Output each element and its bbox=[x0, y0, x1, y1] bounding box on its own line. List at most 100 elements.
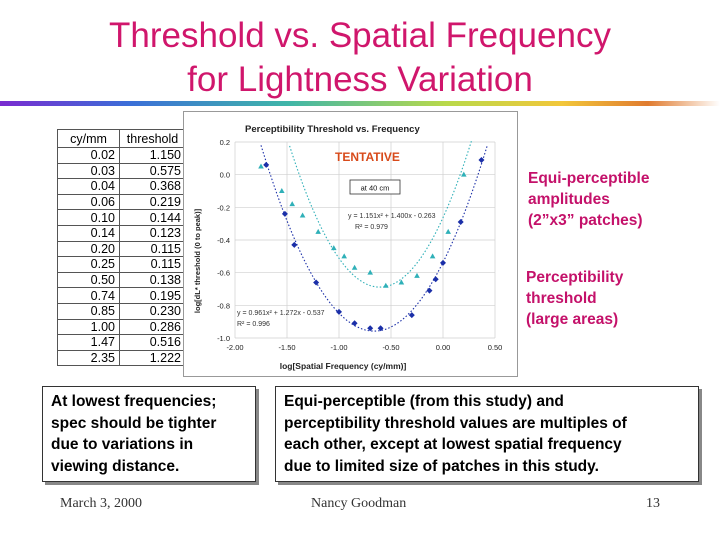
x-tick-label: 0.00 bbox=[436, 343, 451, 352]
chart-title: Perceptibility Threshold vs. Frequency bbox=[245, 124, 420, 135]
cell-frequency: 0.50 bbox=[57, 271, 120, 289]
right-callout-line3: each other, except at lowest spatial fre… bbox=[284, 436, 622, 453]
cell-frequency: 0.25 bbox=[57, 256, 120, 273]
table-body: 0.02 1.150 0.03 0.575 0.04 0.368 0.06 0.219 0.10… bbox=[57, 147, 186, 367]
y-tick-label: 0.0 bbox=[220, 171, 230, 180]
perceptibility-note-line1: Perceptibility bbox=[526, 269, 624, 286]
cell-frequency: 1.00 bbox=[57, 318, 120, 336]
equi-note-line3: (2”x3” patches) bbox=[528, 212, 643, 229]
perceptibility-note-line2: threshold bbox=[526, 290, 597, 307]
y-tick-label: 0.2 bbox=[220, 138, 230, 147]
equi-point bbox=[258, 163, 264, 169]
equi-point bbox=[331, 245, 337, 251]
footer-date: March 3, 2000 bbox=[60, 496, 143, 511]
cell-threshold: 0.368 bbox=[119, 178, 186, 195]
y-tick-label: -0.8 bbox=[217, 301, 230, 310]
table-row: 0.02 1.150 bbox=[57, 147, 186, 164]
threshold-point bbox=[313, 279, 320, 286]
table-row: 0.25 0.115 bbox=[57, 256, 186, 273]
cell-threshold: 1.222 bbox=[119, 349, 186, 367]
cell-frequency: 0.02 bbox=[57, 147, 120, 164]
table-row: 0.06 0.219 bbox=[57, 193, 186, 211]
fit-threshold-curve bbox=[260, 145, 488, 332]
table-row: 0.20 0.115 bbox=[57, 240, 186, 258]
threshold-point bbox=[291, 241, 298, 248]
equi-point bbox=[414, 272, 420, 278]
threshold-point bbox=[336, 308, 342, 315]
equi-point bbox=[461, 171, 467, 177]
cell-threshold: 0.575 bbox=[119, 162, 186, 180]
equi-note-line1: Equi-perceptible bbox=[528, 170, 650, 187]
threshold-table: cy/mm threshold 0.02 1.150 0.03 0.575 0.04 0.… bbox=[57, 129, 186, 367]
cell-threshold: 0.144 bbox=[119, 209, 186, 226]
chart-frame bbox=[183, 111, 518, 377]
distance-box bbox=[349, 179, 401, 195]
title-line-1: Threshold vs. Spatial Frequency bbox=[109, 16, 611, 55]
threshold-chart: 0.2 0.0 -0.2 -0.4 -0.6 -0.8 -1.0-2.00 -1.50 -1.0… bbox=[183, 111, 518, 377]
cell-frequency: 1.47 bbox=[57, 334, 120, 351]
equi-note-line2: amplitudes bbox=[528, 191, 610, 208]
cell-threshold: 0.123 bbox=[119, 224, 186, 242]
equi-point bbox=[341, 253, 347, 259]
equi-point bbox=[351, 264, 358, 270]
cell-threshold: 0.219 bbox=[119, 193, 186, 211]
lowest-frequency-callout: At lowest frequencies; spec should be ti… bbox=[42, 386, 256, 482]
x-tick-label: -0.50 bbox=[382, 343, 399, 352]
table-row: 0.10 0.144 bbox=[57, 209, 186, 226]
perceptibility-note-line3: (large areas) bbox=[526, 311, 619, 328]
fit-equi-curve bbox=[289, 140, 473, 288]
threshold-point bbox=[377, 325, 384, 332]
cell-frequency: 0.85 bbox=[57, 302, 120, 320]
equi-point bbox=[445, 228, 451, 234]
header-threshold: threshold bbox=[119, 129, 186, 148]
slide-title: Threshold vs. Spatial Frequency for Ligh… bbox=[0, 14, 720, 102]
cell-frequency: 0.20 bbox=[57, 240, 120, 258]
x-axis-label: log[Spatial Frequency (cy/mm)] bbox=[280, 361, 407, 371]
equi-point bbox=[289, 201, 295, 207]
left-callout-line4: viewing distance. bbox=[51, 457, 180, 475]
threshold-r2: R² = 0.996 bbox=[237, 321, 270, 328]
x-tick-label: -1.00 bbox=[330, 343, 347, 352]
x-tick-label: 0.50 bbox=[488, 343, 503, 352]
threshold-point bbox=[408, 312, 415, 319]
chart-marks bbox=[258, 140, 488, 332]
y-axis-label: log[dL* threshold (0 to peak)] bbox=[193, 208, 202, 313]
right-callout-line4: due to limited size of patches in this s… bbox=[284, 457, 599, 475]
threshold-point bbox=[426, 287, 433, 294]
table-row: 0.03 0.575 bbox=[57, 162, 186, 180]
right-callout-line1: Equi-perceptible (from this study) and bbox=[284, 393, 564, 410]
equi-point bbox=[383, 282, 389, 288]
table-row: 0.74 0.195 bbox=[57, 287, 186, 304]
cell-frequency: 2.35 bbox=[57, 349, 120, 367]
y-tick-label: -1.0 bbox=[217, 334, 230, 343]
cell-frequency: 0.14 bbox=[57, 224, 120, 242]
equi-equation: y = 1.151x² + 1.400x - 0.263 bbox=[348, 213, 436, 220]
equi-point bbox=[398, 279, 405, 285]
left-callout-line3: due to variations in bbox=[51, 436, 194, 453]
title-line-2: for Lightness Variation bbox=[187, 60, 533, 99]
threshold-point bbox=[432, 276, 439, 283]
threshold-point bbox=[281, 210, 288, 217]
cell-frequency: 0.10 bbox=[57, 209, 120, 226]
threshold-point bbox=[263, 161, 270, 168]
right-callout-line2: perceptibility threshold values are mult… bbox=[284, 414, 627, 432]
equi-point bbox=[279, 188, 285, 193]
cell-threshold: 0.286 bbox=[119, 318, 186, 336]
equi-point bbox=[315, 228, 321, 234]
distance-label: at 40 cm bbox=[361, 184, 390, 193]
table-row: 1.47 0.516 bbox=[57, 334, 186, 351]
threshold-point bbox=[351, 320, 358, 327]
left-callout-line1: At lowest frequencies; bbox=[51, 393, 217, 410]
equi-note: Equi-perceptible amplitudes (2”x3” patch… bbox=[528, 168, 649, 231]
x-tick-label: -2.00 bbox=[226, 343, 243, 352]
comparison-callout: Equi-perceptible (from this study) and p… bbox=[275, 386, 699, 482]
threshold-point bbox=[478, 156, 485, 163]
x-tick-label: -1.50 bbox=[278, 343, 295, 352]
threshold-point bbox=[367, 325, 374, 332]
title-divider bbox=[0, 101, 720, 106]
cell-frequency: 0.04 bbox=[57, 178, 120, 195]
chart-grid: 0.2 0.0 -0.2 -0.4 -0.6 -0.8 -1.0-2.00 -1.50 -1.0… bbox=[217, 138, 502, 352]
header-cymm: cy/mm bbox=[57, 129, 120, 148]
equi-point bbox=[429, 253, 436, 259]
y-tick-label: -0.4 bbox=[217, 236, 230, 245]
